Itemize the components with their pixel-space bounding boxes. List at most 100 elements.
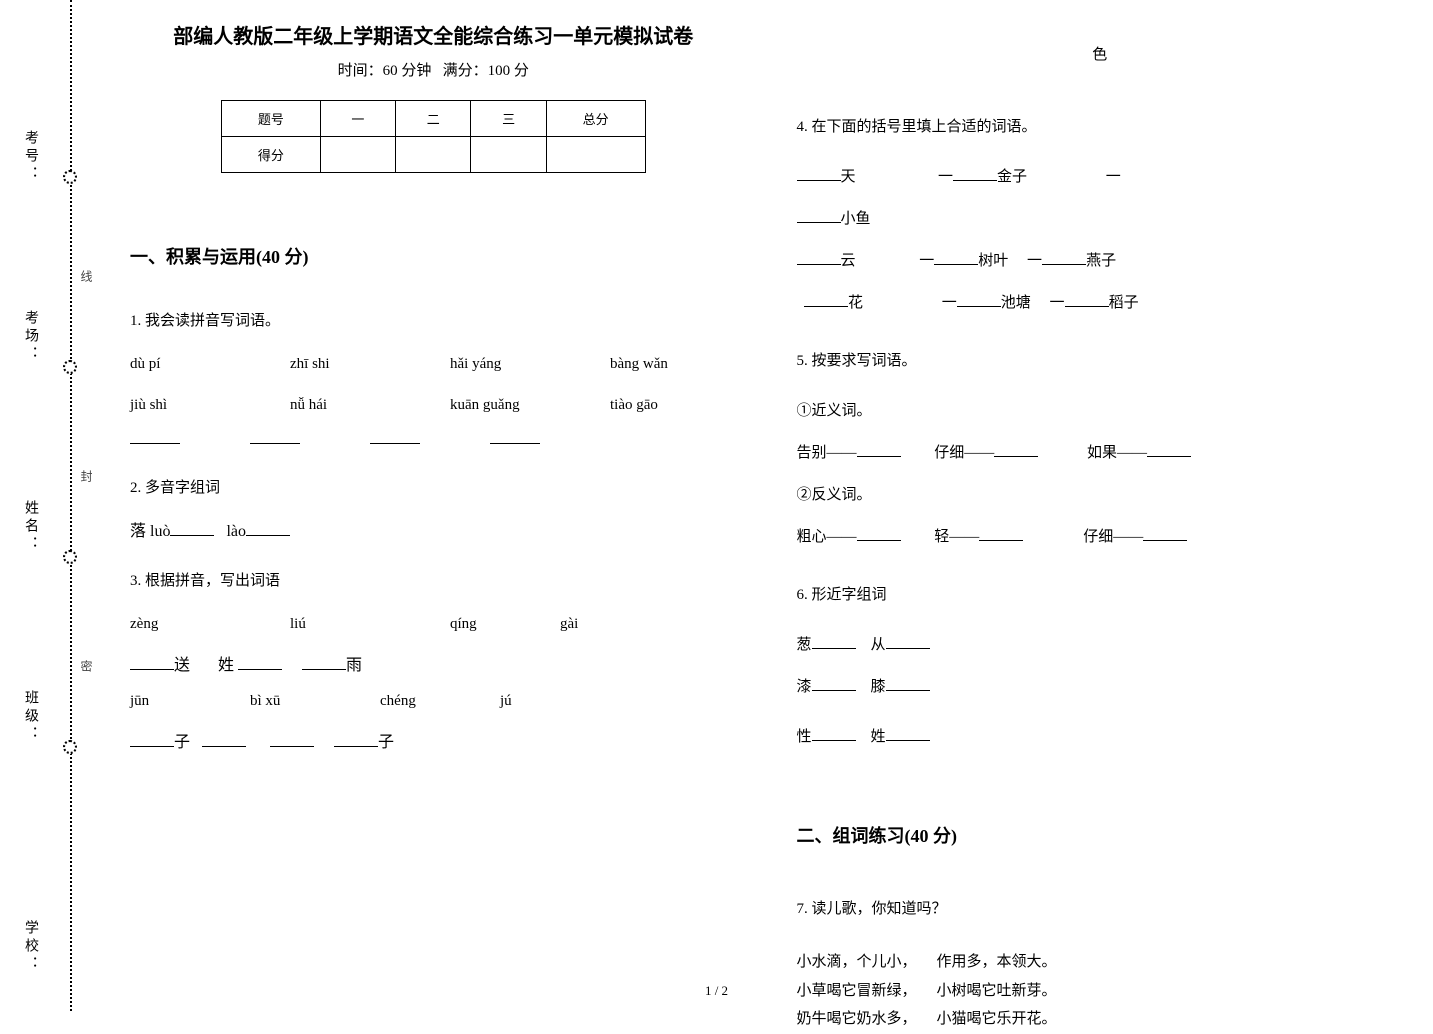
q6-label: 6. 形近字组词 [797,580,1404,610]
page-subtitle: 时间：60 分钟 满分：100 分 [130,59,737,80]
binding-circle [63,550,77,564]
binding-label-name: 姓名： [20,500,40,554]
binding-circle [63,170,77,184]
q4-word: 一 [919,253,934,269]
poem-cell: 小草喝它冒新绿， [797,977,917,1006]
answer-blank [1147,441,1191,457]
hint: 姓 [218,657,234,674]
q2-luo: 落 luò [130,523,170,540]
right-column: 色 4. 在下面的括号里填上合适的词语。 天 一金子 一 小鱼 云 一树叶 一燕… [797,20,1404,991]
poem-cell: 小猫喝它乐开花。 [937,1005,1057,1034]
q4-word: 小鱼 [841,211,871,227]
q5-word: 仔细—— [934,445,994,461]
answer-blank [302,654,346,670]
q3-hint-row2: 子 子 [130,728,737,752]
answer-blank [812,633,856,649]
q7-poem: 小水滴，个儿小， 作用多，本领大。 小草喝它冒新绿， 小树喝它吐新芽。 奶牛喝它… [797,948,1404,1034]
answer-blank [886,675,930,691]
left-column: 部编人教版二年级上学期语文全能综合练习一单元模拟试卷 时间：60 分钟 满分：1… [130,20,737,991]
pinyin: zhī shi [290,356,380,373]
stray-se: 色 [797,40,1404,70]
answer-blank [238,654,282,670]
q4-word: 云 [841,253,856,269]
q3-pinyin-row1: zèng liú qíng gài [130,616,737,633]
answer-blank [812,725,856,741]
binding-circle [63,360,77,374]
pinyin: nǚ hái [290,397,380,414]
q4-word: 一 [942,295,957,311]
answer-blank [957,291,1001,307]
score-row-label: 得分 [221,137,320,173]
answer-blank [797,207,841,223]
answer-blank [130,654,174,670]
q4-word: 金子 [997,169,1027,185]
answer-blank [334,731,378,747]
pinyin: tiào gāo [610,397,700,414]
score-cell [471,137,546,173]
answer-blank [886,633,930,649]
answer-blank [979,525,1023,541]
q4-word: 一 [1027,253,1042,269]
binding-dotted-line [70,0,72,1011]
q6-word: 漆 [797,679,812,695]
q5-word: 仔细—— [1083,529,1143,545]
q6-word: 姓 [871,729,886,745]
q4-word: 一 [1050,295,1065,311]
q5-ant-label: ②反义词。 [797,480,1404,510]
answer-blank [797,165,841,181]
answer-blank [202,731,246,747]
pinyin: gài [560,616,600,633]
answer-blank [270,731,314,747]
answer-blank [130,426,180,444]
q5-word: 轻—— [934,529,979,545]
binding-label-class: 班级： [20,690,40,744]
q4-word: 一 [938,169,953,185]
q5-label: 5. 按要求写词语。 [797,346,1404,376]
poem-row: 奶牛喝它奶水多， 小猫喝它乐开花。 [797,1005,1404,1034]
q1-label: 1. 我会读拼音写词语。 [130,309,737,330]
page-title: 部编人教版二年级上学期语文全能综合练习一单元模拟试卷 [130,20,737,49]
answer-blank [250,426,300,444]
answer-blank [804,291,848,307]
q4-label: 4. 在下面的括号里填上合适的词语。 [797,112,1404,142]
hint: 子 [378,734,394,751]
q4-line2: 小鱼 [797,204,1404,234]
q6-word: 从 [871,637,886,653]
q5-syn-label: ①近义词。 [797,396,1404,426]
q4-word: 天 [841,169,856,185]
answer-blank [370,426,420,444]
q5-word: 告别—— [797,445,857,461]
score-col: 二 [396,101,471,137]
q2-label: 2. 多音字组词 [130,476,737,497]
hint: 送 [174,657,190,674]
q1-pinyin-row1: dù pí zhī shi hǎi yáng bàng wǎn [130,356,737,373]
binding-sideword-seal: 封 [78,470,95,484]
q3-label: 3. 根据拼音，写出词语 [130,569,737,590]
poem-cell: 小树喝它吐新芽。 [937,977,1057,1006]
section1-heading: 一、积累与运用(40 分) [130,243,737,269]
q4-line4: 花 一池塘 一稻子 [797,288,1404,318]
page-number: 1 / 2 [705,983,728,999]
answer-blank [797,249,841,265]
pinyin: zèng [130,616,220,633]
pinyin: dù pí [130,356,220,373]
answer-blank [1042,249,1086,265]
poem-cell: 作用多，本领大。 [937,948,1057,977]
score-cell [546,137,645,173]
pinyin: liú [290,616,380,633]
pinyin: kuān guǎng [450,397,540,414]
binding-sideword-secret: 密 [78,660,95,674]
answer-blank [953,165,997,181]
subtitle-time: 时间：60 分钟 [338,63,432,79]
q4-word: 稻子 [1109,295,1139,311]
q5-word: 如果—— [1087,445,1147,461]
section2-heading: 二、组词练习(40 分) [797,818,1404,854]
q6-word: 葱 [797,637,812,653]
q4-word: 燕子 [1086,253,1116,269]
q6-word: 性 [797,729,812,745]
pinyin: qíng [450,616,490,633]
binding-label-exam-number: 考号： [20,130,40,184]
q3-pinyin-row2: jūn bì xū chéng jú [130,693,737,710]
answer-blank [886,725,930,741]
poem-cell: 奶牛喝它奶水多， [797,1005,917,1034]
